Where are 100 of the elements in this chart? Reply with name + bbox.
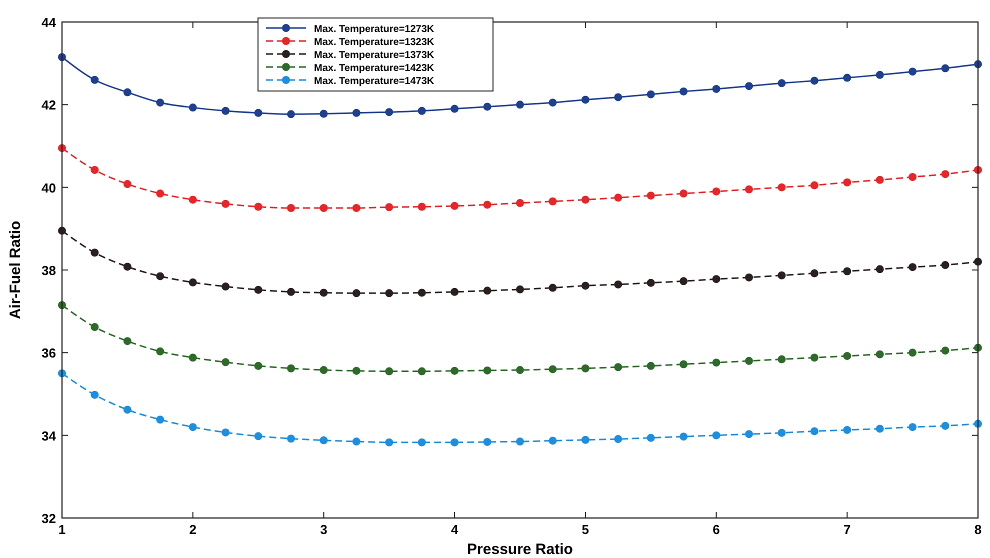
point (843, 74, 852, 82)
point (581, 436, 590, 444)
point (90, 323, 99, 332)
legend-label: Max. Temperature=1423K (314, 63, 435, 74)
point (843, 352, 852, 360)
point (908, 348, 917, 357)
point (222, 200, 230, 208)
point (614, 194, 622, 202)
point (352, 108, 360, 117)
point (516, 100, 524, 109)
point (810, 76, 818, 85)
point (352, 289, 360, 298)
y-axis-title: Air-Fuel Ratio (7, 220, 24, 320)
point (646, 90, 655, 98)
point (516, 285, 524, 294)
y-tick-label: 32 (42, 511, 56, 526)
point (680, 87, 688, 96)
point (876, 70, 884, 79)
point (222, 358, 230, 366)
point (188, 423, 197, 432)
point (418, 106, 426, 115)
point (254, 202, 262, 211)
point (581, 364, 590, 372)
point (680, 432, 688, 441)
point (156, 190, 164, 198)
point (254, 362, 262, 370)
point (385, 438, 394, 446)
point (516, 199, 524, 208)
point (581, 196, 590, 204)
point (188, 196, 197, 204)
point (614, 93, 622, 102)
point (876, 265, 884, 274)
point (646, 362, 655, 370)
point (680, 277, 688, 286)
point (712, 275, 720, 284)
point (548, 197, 557, 206)
point (287, 364, 295, 372)
point (614, 280, 622, 288)
point (908, 68, 917, 76)
point (548, 284, 557, 292)
point (876, 176, 884, 184)
point (222, 428, 230, 436)
point (548, 98, 557, 107)
point (483, 102, 492, 111)
y-tick-label: 34 (42, 428, 57, 444)
x-tick-label: 3 (320, 522, 328, 537)
point (156, 347, 164, 356)
point (188, 354, 197, 362)
x-tick-label: 8 (974, 522, 982, 537)
point (254, 432, 262, 440)
legend-label: Max. Temperature=1373K (314, 50, 435, 61)
point (188, 278, 197, 286)
y-tick-label: 36 (42, 346, 56, 361)
point (123, 88, 132, 96)
y-tick-label: 38 (42, 263, 56, 278)
point (908, 173, 917, 181)
point (516, 366, 524, 374)
point (876, 350, 884, 358)
point (450, 288, 459, 296)
point (516, 438, 524, 446)
point (680, 190, 688, 198)
point (352, 366, 360, 375)
point (908, 263, 917, 272)
point (188, 104, 197, 112)
point (483, 200, 492, 209)
point (941, 64, 950, 72)
point (123, 262, 132, 271)
point (581, 96, 590, 104)
point (418, 438, 426, 446)
point (810, 354, 818, 362)
point (778, 183, 786, 192)
point (941, 346, 950, 355)
point (222, 282, 230, 291)
point (418, 202, 426, 211)
point (778, 79, 786, 88)
point (352, 438, 360, 446)
x-tick-label: 4 (450, 522, 459, 537)
y-tick-label: 42 (42, 98, 56, 113)
point (352, 204, 360, 212)
point (385, 289, 394, 298)
point (778, 271, 786, 280)
point (254, 286, 262, 294)
point (320, 110, 328, 118)
point (908, 423, 917, 432)
point (320, 204, 328, 212)
point (646, 434, 655, 442)
x-tick-label: 5 (582, 522, 590, 537)
point (287, 288, 295, 296)
point (843, 267, 852, 276)
point (810, 181, 818, 190)
y-tick-label: 44 (42, 15, 57, 30)
x-tick-label: 6 (712, 522, 720, 537)
point (418, 288, 426, 297)
point (581, 282, 590, 290)
point (941, 422, 950, 430)
point (712, 431, 720, 440)
point (745, 273, 753, 282)
point (712, 84, 720, 93)
point (876, 424, 884, 433)
point (810, 427, 818, 436)
